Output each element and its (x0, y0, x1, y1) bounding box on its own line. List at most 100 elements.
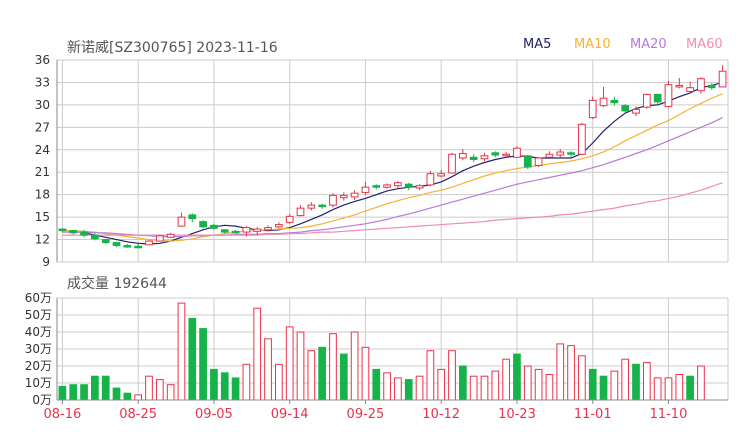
price-tick-label: 24 (35, 143, 50, 157)
volume-bar (697, 365, 705, 401)
date-tick-label: 09-25 (347, 407, 385, 422)
volume-bar (534, 368, 543, 401)
volume-bar (415, 375, 424, 401)
volume-tick-label: 30万 (25, 342, 52, 356)
legend-ma10: MA10 (574, 37, 611, 52)
volume-bar (448, 350, 456, 401)
volume-bar (58, 385, 67, 401)
candle-body (329, 194, 337, 206)
volume-bar (350, 331, 359, 401)
candle-body (437, 173, 446, 177)
volume-tick-label: 40万 (25, 325, 52, 339)
candle-body (112, 242, 121, 247)
volume-bar (242, 363, 251, 401)
candle-body (426, 173, 435, 186)
candle-body (632, 108, 640, 114)
candle-body (285, 215, 294, 223)
candle-body (101, 239, 110, 244)
volume-bar (458, 365, 467, 401)
candle-body (318, 204, 327, 208)
volume-bar (307, 350, 316, 401)
volume-bar (80, 384, 88, 401)
date-tick-label: 11-10 (650, 407, 688, 422)
candle-body (545, 153, 554, 158)
volume-bar (578, 355, 586, 401)
candle-body (567, 152, 575, 155)
volume-bar (177, 302, 186, 401)
candle-body (686, 87, 694, 92)
volume-tick-label: 0万 (32, 393, 52, 407)
volume-bar (394, 377, 402, 401)
candle-body (361, 186, 370, 193)
volume-bar (675, 374, 684, 401)
candle-body (480, 155, 489, 160)
candle-body (664, 84, 673, 107)
volume-bar (437, 368, 446, 401)
candle-body (588, 99, 597, 119)
candle-body (404, 183, 413, 188)
volume-bar (523, 365, 532, 401)
legend-ma5: MA5 (523, 37, 552, 52)
volume-title: 成交量 192644 (67, 273, 167, 293)
volume-bar (599, 375, 608, 401)
volume-bar (134, 394, 143, 401)
date-tick-label: 08-16 (44, 407, 82, 422)
volume-bar (632, 363, 640, 401)
volume-bar (199, 328, 207, 401)
candlesticks (58, 65, 727, 249)
candle-body (621, 105, 630, 112)
date-tick-label: 10-12 (422, 407, 460, 422)
volume-bar (231, 377, 240, 401)
candle-body (610, 99, 619, 104)
volume-tick-label: 10万 (25, 376, 52, 390)
candle-body (58, 228, 67, 232)
price-tick-label: 21 (35, 165, 50, 179)
volume-bar (101, 375, 110, 401)
price-tick-label: 9 (42, 255, 50, 269)
volume-bar (318, 346, 327, 401)
volume-bar (166, 384, 175, 401)
volume-tick-label: 20万 (25, 359, 52, 373)
volume-bar (69, 384, 78, 401)
volume-tick-label: 50万 (25, 308, 52, 322)
volume-bar (588, 368, 597, 401)
candle-body (210, 224, 218, 229)
candle-body (253, 228, 262, 232)
date-tick-label: 09-05 (195, 407, 233, 422)
candle-body (264, 227, 272, 231)
volume-bar (664, 377, 673, 401)
price-tick-label: 12 (35, 233, 50, 247)
chart-title: 新诺威[SZ300765] 2023-11-16 (67, 40, 278, 56)
price-axis-ticks: 9 12 15 18 21 24 27 30 33 36 (35, 53, 50, 269)
candle-body (556, 151, 565, 156)
volume-bar (556, 343, 565, 401)
candle-body (166, 233, 175, 238)
candle-body (469, 156, 478, 161)
volume-value: 192644 (113, 276, 167, 292)
candle-body (578, 123, 586, 155)
candle-body (155, 235, 164, 242)
volume-bars (58, 302, 705, 401)
price-grid (56, 59, 729, 263)
candle-body (718, 70, 727, 88)
candle-body (534, 157, 543, 166)
date-tick-label: 10-23 (498, 407, 536, 422)
legend-ma60: MA60 (686, 37, 723, 52)
candle-body (296, 207, 305, 217)
candle-body (675, 84, 684, 88)
volume-bar (155, 379, 164, 401)
candle-body (458, 153, 467, 159)
volume-bar (567, 345, 575, 401)
candle-body (91, 234, 99, 240)
candle-body (69, 230, 78, 234)
candle-body (415, 185, 424, 189)
date-tick-label: 09-14 (271, 407, 309, 422)
candle-body (653, 93, 662, 103)
volume-bar (361, 346, 370, 401)
volume-bar (296, 331, 305, 401)
volume-bar (329, 333, 337, 401)
candle-body (134, 245, 143, 249)
candle-body (372, 185, 381, 188)
candle-body (523, 155, 532, 168)
